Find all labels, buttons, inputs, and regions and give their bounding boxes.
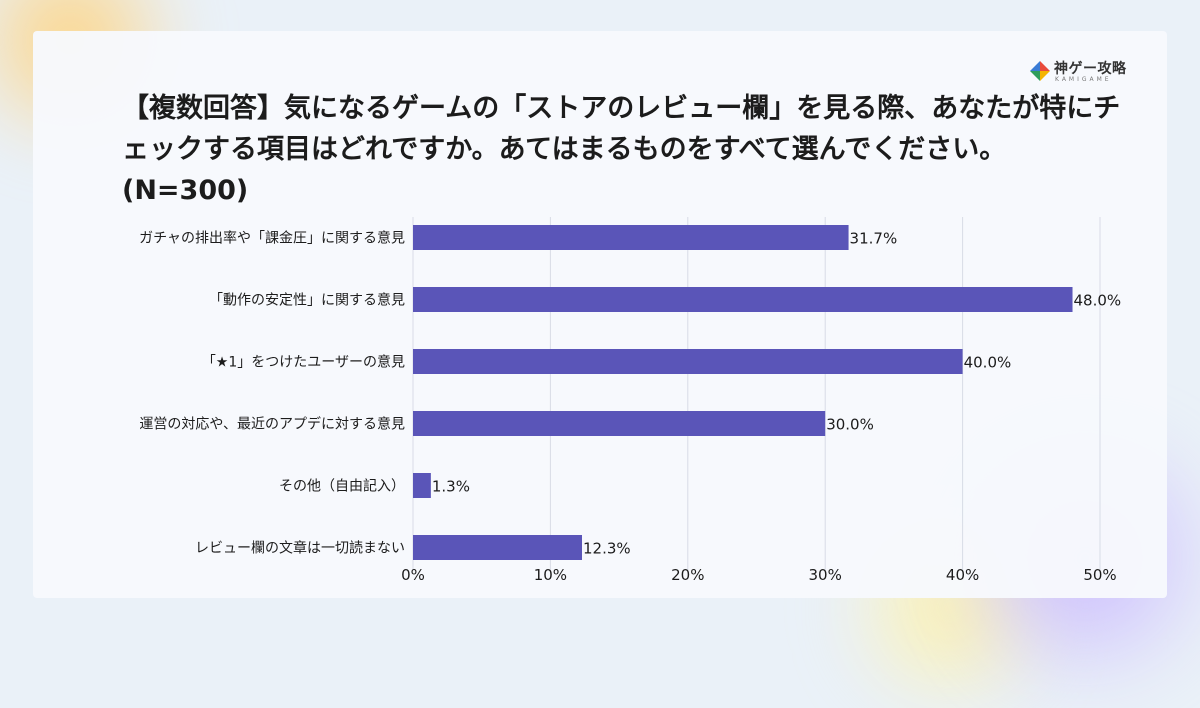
x-tick-label: 0% <box>401 566 425 584</box>
x-tick-label: 30% <box>809 566 842 584</box>
category-label: 「動作の安定性」に関する意見 <box>209 292 405 309</box>
value-label: 12.3% <box>583 540 631 558</box>
value-label: 31.7% <box>850 230 898 248</box>
x-tick-label: 20% <box>671 566 704 584</box>
category-label: レビュー欄の文章は一切読まない <box>195 540 405 557</box>
chart-title: 【複数回答】気になるゲームの「ストアのレビュー欄」を見る際、あなたが特にチェック… <box>122 93 1121 206</box>
bar <box>413 287 1073 312</box>
brand-logo: 神ゲー攻略 KAMIGAME <box>1030 58 1140 86</box>
bar <box>413 535 583 560</box>
value-label: 48.0% <box>1074 292 1122 310</box>
x-tick-label: 40% <box>946 566 979 584</box>
category-label: 運営の対応や、最近のアプデに対する意見 <box>139 416 405 433</box>
bar-chart: 0% 10% 20% 30% 40% 50% ガチャの排出率や「課金圧」に関する意見 31.7… <box>139 217 1122 584</box>
brand-name: 神ゲー攻略 <box>1054 61 1127 77</box>
chart-card <box>33 31 1167 598</box>
value-label: 40.0% <box>964 354 1012 372</box>
value-label: 30.0% <box>826 416 874 434</box>
category-label: ガチャの排出率や「課金圧」に関する意見 <box>139 230 405 247</box>
value-label: 1.3% <box>432 478 470 496</box>
x-tick-label: 50% <box>1083 566 1116 584</box>
category-label: 「★1」をつけたユーザーの意見 <box>202 354 405 371</box>
bar <box>413 473 431 498</box>
bar <box>413 349 963 374</box>
bar <box>413 225 849 250</box>
bar <box>413 411 826 436</box>
category-label: その他（自由記入） <box>279 478 405 495</box>
brand-subtitle: KAMIGAME <box>1055 76 1112 83</box>
x-tick-label: 10% <box>534 566 567 584</box>
logo-mark-icon <box>1030 61 1050 81</box>
